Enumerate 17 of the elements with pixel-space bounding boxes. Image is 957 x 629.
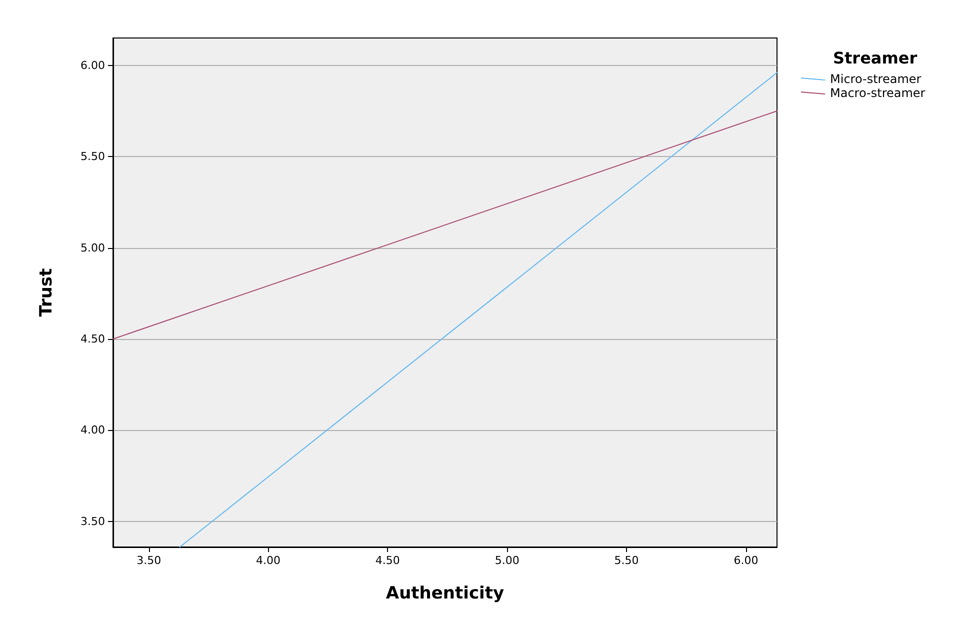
x-tick-label: 4.00 (256, 554, 280, 567)
y-axis-title: Trust (36, 268, 56, 317)
y-tick-label: 4.50 (80, 332, 105, 346)
y-tick-label: 3.50 (80, 514, 105, 528)
y-tick-label: 5.00 (80, 241, 105, 254)
y-tick-label: 5.50 (80, 150, 105, 164)
x-tick-label: 4.50 (375, 554, 400, 567)
y-tick-label: 4.00 (80, 424, 105, 437)
x-tick-label: 3.50 (136, 554, 162, 567)
y-tick-label: 6.00 (80, 58, 105, 72)
legend-label: Macro-streamer (830, 86, 926, 100)
legend-title: Streamer (833, 48, 918, 68)
x-tick-label: 5.00 (494, 554, 520, 567)
x-axis-title: Authenticity (386, 584, 504, 604)
x-tick-label: 6.00 (734, 554, 758, 567)
legend-label: Micro-streamer (830, 72, 922, 86)
x-tick-label: 5.50 (614, 554, 639, 567)
